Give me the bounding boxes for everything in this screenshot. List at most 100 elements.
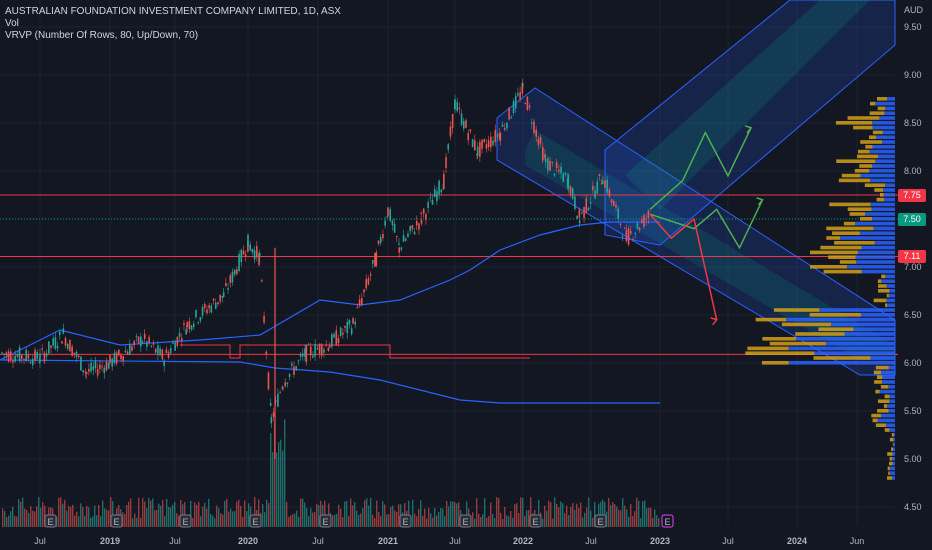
volume-bar <box>408 500 410 527</box>
candle-body <box>178 332 181 337</box>
volume-bar <box>288 516 290 527</box>
volume-bar <box>634 511 636 527</box>
candle-body <box>463 121 465 129</box>
candle-body <box>471 139 474 148</box>
vp-bar-down <box>892 442 894 447</box>
volume-bar <box>292 514 294 527</box>
x-tick-label: Jul <box>312 536 324 546</box>
vp-bar-up <box>847 265 895 269</box>
vp-bar-up <box>889 394 895 399</box>
volume-bar <box>100 516 102 527</box>
candle-body <box>379 237 382 243</box>
vp-bar-down <box>762 337 797 341</box>
volume-bar <box>318 505 320 527</box>
volume-bar <box>240 506 242 527</box>
vp-bar-up <box>887 404 895 408</box>
x-tick-label: 2021 <box>378 536 398 546</box>
candle-body <box>632 238 634 240</box>
earnings-marker-label: E <box>182 517 188 527</box>
vp-bar-up <box>883 193 895 197</box>
volume-bar <box>284 419 286 527</box>
volume-bar <box>92 516 94 527</box>
vp-bar-up <box>893 442 895 447</box>
candle-body <box>544 154 546 159</box>
volume-bar <box>152 498 154 527</box>
vp-bar-down <box>773 308 820 312</box>
volume-bar <box>538 499 540 527</box>
volume-bar <box>466 501 468 527</box>
volume-bar <box>380 516 382 527</box>
candle-body <box>107 363 110 369</box>
candle-body <box>449 126 452 137</box>
volume-bar <box>638 500 640 527</box>
vp-bar-down <box>858 149 870 154</box>
candle-body <box>225 282 227 286</box>
volume-bar <box>518 513 520 527</box>
volume-bar <box>658 518 660 527</box>
vp-bar-down <box>870 101 876 106</box>
volume-bar <box>222 514 224 527</box>
vp-bar-up <box>871 121 895 125</box>
vp-bar-up <box>825 341 895 346</box>
volume-bar <box>424 508 426 527</box>
volume-bar <box>588 497 590 527</box>
vp-bar-up <box>889 399 895 403</box>
candle-body <box>358 299 361 306</box>
candle-body <box>210 305 213 313</box>
volume-bar <box>306 507 308 527</box>
candle-body <box>38 362 41 364</box>
earnings-marker <box>459 514 472 528</box>
candle-body <box>94 360 97 369</box>
candle-body <box>295 366 297 371</box>
volume-bar <box>290 515 292 527</box>
volume-bar <box>62 503 64 527</box>
volume-bar <box>216 505 218 527</box>
volume-bar <box>584 512 586 527</box>
volume-bar <box>646 508 648 527</box>
vp-bar-down <box>877 279 882 283</box>
volume-bar <box>492 514 494 527</box>
volume-bar <box>248 503 250 527</box>
x-axis: Jul 2019 Jul 2020 Jul 2021 Jul 2022 Jul 2023 Jul 20… <box>34 536 864 546</box>
vp-bar-up <box>875 101 895 106</box>
candle-body <box>407 233 409 237</box>
candle-body <box>1 352 3 354</box>
vp-bar-down <box>872 418 878 423</box>
volume-bar <box>428 508 430 527</box>
candle-body <box>229 275 232 283</box>
vp-bar-down <box>875 365 889 370</box>
candle-body <box>578 220 581 224</box>
vp-bar-down <box>835 121 872 125</box>
volume-bar <box>202 506 204 527</box>
volume-bar <box>66 510 68 527</box>
candle-body <box>400 247 403 250</box>
y-tick-label: 7.00 <box>904 262 922 272</box>
vp-bar-up <box>892 461 895 466</box>
candle-body <box>71 346 73 356</box>
vp-bar-down <box>836 159 876 163</box>
vp-bar-up <box>870 178 895 183</box>
candle-body <box>157 345 159 355</box>
vp-bar-down <box>877 399 890 403</box>
volume-bar <box>224 500 226 527</box>
volume-bar <box>636 497 638 527</box>
candle-body <box>624 227 626 229</box>
candle-body <box>467 133 469 141</box>
candle-body <box>231 271 234 283</box>
volume-bar <box>640 518 642 527</box>
volume-bar <box>360 513 362 527</box>
vp-bar-up <box>882 130 895 135</box>
volume-bar <box>442 508 444 527</box>
vp-bar-up <box>814 351 895 355</box>
volume-bar <box>218 508 220 527</box>
candle-body <box>578 209 581 218</box>
earnings-marker <box>179 514 192 528</box>
candle-body <box>636 223 639 229</box>
vol-indicator-label: Vol <box>5 18 19 29</box>
volume-bar <box>236 501 238 527</box>
volume-bar <box>384 504 386 527</box>
candle-body <box>422 208 425 214</box>
volume-bar <box>434 507 436 527</box>
vp-bar-up <box>840 236 895 240</box>
